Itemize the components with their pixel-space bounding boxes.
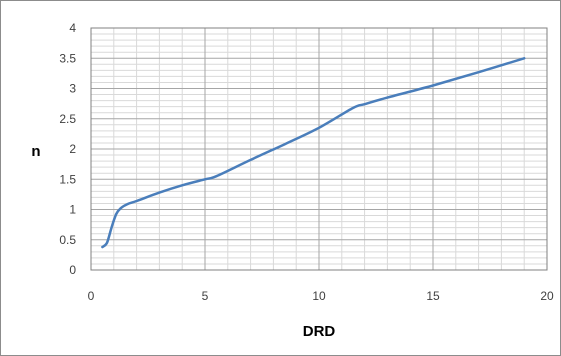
y-tick-label: 2.5 [59,112,76,126]
y-tick-label: 3 [69,82,76,96]
y-tick-label: 0.5 [59,233,76,247]
y-axis-title: n [31,143,40,160]
x-tick-label: 5 [202,289,209,303]
y-tick-label: 4 [69,21,76,35]
plot-area-border [90,27,548,271]
y-tick-label: 3.5 [59,51,76,65]
y-tick-label: 1 [69,203,76,217]
x-axis-tick-labels: 0 5 10 15 20 [88,289,554,303]
x-tick-label: 10 [312,289,326,303]
y-tick-label: 0 [69,263,76,277]
x-axis-title: DRD [303,323,336,340]
x-tick-label: 20 [540,289,554,303]
y-tick-label: 1.5 [59,172,76,186]
series-line [101,57,526,249]
x-tick-label: 15 [426,289,440,303]
major-gridlines [90,27,548,271]
x-tick-label: 0 [88,289,95,303]
series-layer [101,57,526,249]
y-tick-label: 2 [69,142,76,156]
y-axis-tick-labels: 0 0.5 1 1.5 2 2.5 3 3.5 4 [59,21,76,277]
